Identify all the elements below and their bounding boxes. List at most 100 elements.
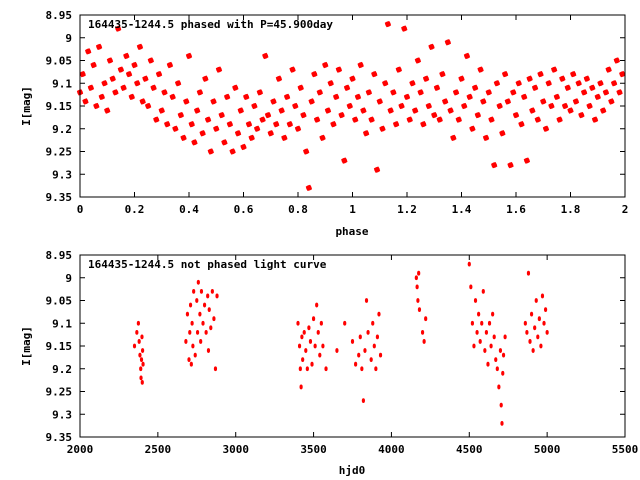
phased-data-point — [561, 102, 569, 110]
phased-data-point — [583, 75, 590, 82]
phased-data-point — [207, 148, 214, 155]
phased-data-point — [308, 98, 315, 105]
phased-data-point — [357, 61, 364, 69]
unphased-data-point — [377, 311, 381, 317]
phased-x-tick-label: 1.4 — [452, 203, 472, 216]
phased-data-point — [491, 162, 498, 169]
phased-data-point — [218, 111, 225, 119]
unphased-data-point — [206, 293, 210, 299]
unphased-data-point — [501, 352, 506, 358]
unphased-data-point — [210, 289, 214, 294]
phased-data-point — [450, 134, 457, 141]
unphased-data-point — [204, 329, 208, 335]
unphased-data-point — [523, 320, 527, 326]
unphased-data-point — [318, 352, 322, 358]
phased-data-point — [313, 116, 321, 123]
unphased-data-point — [195, 329, 200, 335]
phased-data-point — [226, 121, 234, 128]
phased-data-point — [540, 98, 547, 105]
phased-data-point — [115, 25, 122, 32]
unphased-data-point — [297, 343, 302, 349]
unphased-data-point — [305, 366, 309, 372]
unphased-data-point — [499, 402, 503, 408]
phased-data-point — [605, 66, 612, 73]
phased-data-point — [153, 116, 160, 123]
unphased-data-point — [202, 302, 207, 308]
unphased-x-tick-label: 2000 — [67, 443, 94, 456]
unphased-x-tick-label: 3000 — [222, 443, 249, 456]
phased-data-point — [180, 134, 187, 141]
phased-data-point — [354, 93, 362, 101]
phased-data-point — [155, 71, 163, 78]
phased-data-point — [278, 107, 285, 114]
phased-data-point — [319, 134, 326, 141]
phased-data-point — [311, 71, 318, 78]
phased-data-point — [482, 134, 490, 141]
unphased-data-point — [369, 357, 373, 363]
unphased-data-point — [298, 366, 302, 372]
unphased-data-point — [301, 357, 305, 363]
phased-data-point — [551, 66, 558, 73]
unphased-data-point — [190, 320, 194, 326]
phased-data-point — [289, 66, 296, 73]
unphased-data-point — [486, 361, 490, 367]
phased-data-point — [166, 61, 174, 69]
phased-data-point — [414, 57, 422, 64]
unphased-data-point — [206, 348, 211, 353]
phased-data-point — [303, 148, 310, 155]
phased-data-point — [333, 93, 340, 101]
unphased-data-point — [420, 329, 425, 335]
unphased-x-tick-label: 4000 — [378, 443, 405, 456]
phased-data-point — [172, 125, 179, 132]
phased-x-tick-label: 0.4 — [179, 203, 199, 216]
unphased-data-point — [310, 361, 314, 367]
phased-data-point — [264, 111, 272, 119]
phased-data-point — [191, 139, 198, 146]
phased-data-point — [177, 111, 184, 119]
phased-data-point — [232, 84, 239, 91]
phased-data-point — [275, 75, 283, 82]
unphased-x-tick-label: 5000 — [534, 443, 561, 456]
phased-data-point — [210, 98, 217, 105]
phased-data-point — [360, 107, 367, 114]
phased-y-tick-label: 9 — [65, 32, 72, 45]
unphased-data-point — [350, 339, 355, 344]
unphased-data-point — [141, 361, 145, 367]
phased-data-point — [204, 116, 212, 123]
phased-data-point — [362, 130, 370, 137]
unphased-data-point — [417, 270, 421, 276]
phased-data-point — [144, 102, 152, 110]
phased-x-tick-label: 0.6 — [234, 203, 254, 216]
unphased-data-point — [138, 352, 142, 358]
phased-data-point — [559, 75, 566, 82]
phased-data-point — [128, 93, 135, 101]
unphased-data-point — [531, 348, 535, 353]
phased-data-point — [602, 89, 610, 96]
unphased-data-point — [487, 320, 492, 326]
phased-data-point — [526, 75, 533, 82]
unphased-data-point — [319, 320, 323, 326]
phased-data-point — [390, 89, 397, 96]
unphased-x-tick-label: 5500 — [612, 443, 639, 456]
unphased-data-point — [201, 320, 205, 326]
phased-data-point — [572, 98, 580, 105]
unphased-data-point — [475, 329, 479, 335]
phased-data-point — [262, 52, 269, 60]
unphased-data-point — [501, 370, 505, 376]
unphased-data-point — [196, 279, 200, 285]
phased-data-point — [139, 98, 146, 105]
unphased-data-point — [299, 384, 303, 390]
unphased-y-tick-label: 9.2 — [52, 363, 72, 376]
phased-data-point — [512, 111, 520, 119]
phased-data-point — [444, 39, 452, 46]
phased-data-point — [82, 98, 89, 105]
unphased-data-point — [140, 380, 144, 385]
phased-data-point — [90, 61, 97, 69]
phased-data-point — [215, 66, 223, 73]
phased-x-tick-label: 1.6 — [506, 203, 526, 216]
phased-data-point — [330, 121, 337, 128]
unphased-data-point — [467, 261, 471, 267]
phased-data-point — [352, 116, 359, 123]
phased-data-point — [433, 84, 441, 91]
phased-data-point — [570, 71, 577, 78]
